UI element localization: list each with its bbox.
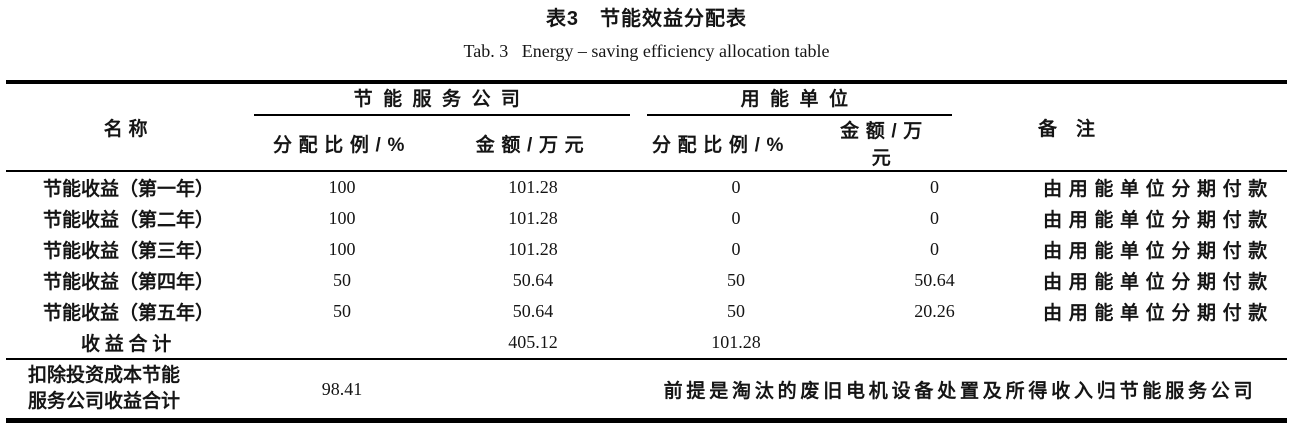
row-label: 节能收益（第五年） xyxy=(42,303,214,324)
total-sc-amount: 405.12 xyxy=(508,332,558,352)
value-cell: 0 xyxy=(930,177,940,197)
col-header-eu-ratio: 分配比例/% xyxy=(633,116,840,172)
remark-cell xyxy=(1030,327,1287,359)
net-profit-label-line1: 扣除投资成本节能 xyxy=(28,365,181,386)
value-cell: 101.28 xyxy=(508,177,558,197)
col-header-sc-ratio: 分配比例/% xyxy=(251,116,433,172)
value-cell: 50.64 xyxy=(512,301,554,321)
net-profit-label-line2: 服务公司收益合计 xyxy=(28,391,181,412)
value-cell: 100 xyxy=(328,208,356,228)
row-label: 节能收益（第一年） xyxy=(42,179,214,200)
value-cell: 0 xyxy=(731,239,741,259)
header-row-units: 分配比例/% 金额/万元 分配比例/% 金额/万元 xyxy=(6,116,1287,172)
total-row: 收益合计 405.12 101.28 xyxy=(6,327,1287,359)
total-eu-ratio: 101.28 xyxy=(711,332,761,352)
remark-cell: 由用能单位分期付款 xyxy=(1043,241,1274,262)
value-cell: 0 xyxy=(930,208,940,228)
col-header-remark: 备 注 xyxy=(1030,82,1288,172)
value-cell: 100 xyxy=(328,177,356,197)
table-row: 节能收益（第三年） 100 101.28 0 0 由用能单位分期付款 xyxy=(6,234,1287,265)
row-label: 节能收益（第二年） xyxy=(42,210,214,231)
value-cell: 50 xyxy=(727,301,746,321)
table-row: 节能收益（第五年） 50 50.64 50 20.26 由用能单位分期付款 xyxy=(6,296,1287,327)
condition-note: 前提是淘汰的废旧电机设备处置及所得收入归节能服务公司 xyxy=(633,358,1288,421)
table-row: 节能收益（第四年） 50 50.64 50 50.64 由用能单位分期付款 xyxy=(6,265,1287,296)
value-cell: 50 xyxy=(333,270,351,290)
total-row-label: 收益合计 xyxy=(80,334,176,355)
value-cell: 50.64 xyxy=(512,270,554,290)
header-row-groups: 名称 节能服务公司 用能单位 备 注 xyxy=(6,82,1288,172)
value-cell: 50.64 xyxy=(914,270,955,290)
value-cell xyxy=(839,327,1030,359)
table-row: 节能收益（第一年） 100 101.28 0 0 由用能单位分期付款 xyxy=(6,171,1287,203)
value-cell: 0 xyxy=(731,208,741,228)
value-cell xyxy=(251,327,433,359)
col-group-energy-user: 用能单位 xyxy=(633,82,1030,116)
net-profit-row-label: 扣除投资成本节能 服务公司收益合计 xyxy=(6,358,251,421)
row-label: 节能收益（第四年） xyxy=(42,272,214,293)
remark-cell: 由用能单位分期付款 xyxy=(1043,179,1274,200)
remark-cell: 由用能单位分期付款 xyxy=(1043,272,1274,293)
col-header-eu-amount: 金额/万元 xyxy=(839,116,1031,172)
group-label-service-company: 节能服务公司 xyxy=(254,84,631,116)
value-cell: 0 xyxy=(731,177,741,197)
net-profit-row: 扣除投资成本节能 服务公司收益合计 98.41 前提是淘汰的废旧电机设备处置及所得… xyxy=(6,358,1288,421)
remark-cell: 由用能单位分期付款 xyxy=(1043,303,1274,324)
table-row: 节能收益（第二年） 100 101.28 0 0 由用能单位分期付款 xyxy=(6,203,1287,234)
group-label-energy-user: 用能单位 xyxy=(647,84,953,116)
value-cell: 101.28 xyxy=(508,208,558,228)
col-header-sc-amount: 金额/万元 xyxy=(433,116,634,172)
col-group-service-company: 节能服务公司 xyxy=(251,82,633,116)
value-cell: 20.26 xyxy=(914,301,955,321)
col-header-name: 名称 xyxy=(6,82,251,172)
table-title-zh: 表3 节能效益分配表 xyxy=(545,8,748,30)
allocation-table: 名称 节能服务公司 用能单位 备 注 分配比例/% 金额/万元 分配比例/% 金… xyxy=(6,80,1288,423)
value-cell: 101.28 xyxy=(508,239,558,259)
table-title-en: Tab. 3 Energy – saving efficiency alloca… xyxy=(463,41,830,61)
value-cell xyxy=(433,358,634,421)
value-cell: 0 xyxy=(930,239,940,259)
row-label: 节能收益（第三年） xyxy=(42,241,214,262)
value-cell: 50 xyxy=(333,301,351,321)
value-cell: 50 xyxy=(727,270,746,290)
net-profit-value: 98.41 xyxy=(251,358,433,421)
remark-cell: 由用能单位分期付款 xyxy=(1043,210,1274,231)
value-cell: 100 xyxy=(328,239,356,259)
